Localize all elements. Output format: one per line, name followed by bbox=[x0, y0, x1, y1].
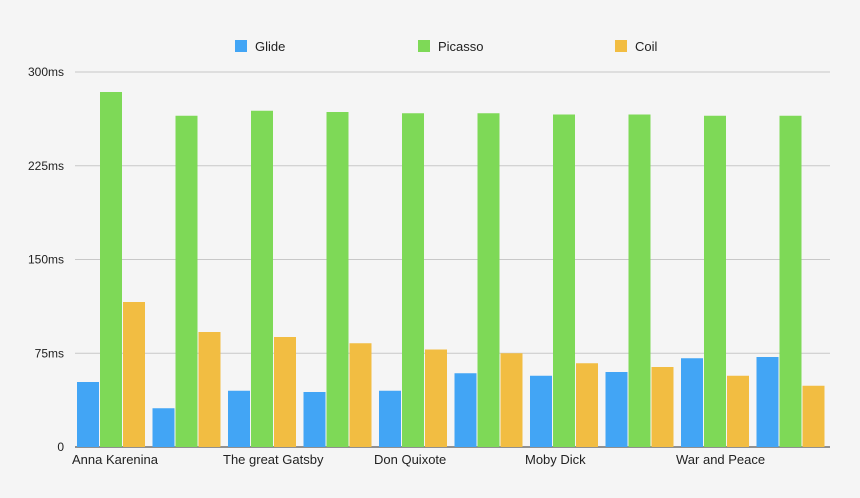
bar-coil bbox=[576, 363, 598, 447]
bar-group bbox=[303, 112, 372, 447]
bar-coil bbox=[274, 337, 296, 447]
bar-glide bbox=[681, 358, 703, 447]
bar-group bbox=[228, 110, 296, 447]
bar-coil bbox=[727, 375, 749, 447]
legend-swatch bbox=[615, 40, 627, 52]
bar-coil bbox=[123, 302, 145, 447]
bar-group bbox=[77, 92, 145, 447]
bar-picasso bbox=[628, 114, 651, 447]
bar-glide bbox=[228, 390, 250, 447]
bar-picasso bbox=[175, 115, 198, 447]
bar-glide bbox=[454, 373, 477, 447]
bar-coil bbox=[425, 349, 447, 447]
bar-group bbox=[530, 114, 598, 447]
legend: Glide Picasso Coil bbox=[235, 39, 658, 54]
legend-swatch bbox=[418, 40, 430, 52]
bar-coil bbox=[651, 367, 674, 447]
bar-picasso bbox=[477, 113, 500, 447]
bar-glide bbox=[605, 372, 628, 447]
bar-group bbox=[605, 114, 674, 447]
bar-coil bbox=[349, 343, 372, 447]
bar-coil bbox=[198, 332, 221, 447]
x-tick-label: The great Gatsby bbox=[223, 452, 324, 467]
y-axis-ticks: 0 75ms 150ms 225ms 300ms bbox=[28, 65, 64, 454]
bar-glide bbox=[379, 390, 401, 447]
legend-item-picasso: Picasso bbox=[418, 39, 484, 54]
legend-item-glide: Glide bbox=[235, 39, 285, 54]
bar-group bbox=[152, 115, 221, 447]
bar-glide bbox=[303, 392, 326, 447]
bar-picasso bbox=[704, 115, 726, 447]
bar-glide bbox=[77, 382, 99, 447]
legend-item-coil: Coil bbox=[615, 39, 658, 54]
legend-label: Coil bbox=[635, 39, 658, 54]
bar-coil bbox=[802, 385, 825, 447]
bar-glide bbox=[152, 408, 175, 447]
x-tick-label: Moby Dick bbox=[525, 452, 586, 467]
bar-picasso bbox=[326, 112, 349, 447]
bar-group bbox=[454, 113, 523, 447]
legend-label: Glide bbox=[255, 39, 285, 54]
x-axis-labels: Anna Karenina The great Gatsby Don Quixote… bbox=[72, 452, 765, 467]
x-tick-label: Anna Karenina bbox=[72, 452, 159, 467]
y-tick-label: 225ms bbox=[28, 159, 64, 173]
bar-coil bbox=[500, 353, 523, 447]
bar-picasso bbox=[402, 113, 424, 447]
y-tick-label: 150ms bbox=[28, 253, 64, 267]
bar-picasso bbox=[553, 114, 575, 447]
bar-group bbox=[379, 113, 447, 447]
bar-picasso bbox=[779, 115, 802, 447]
y-tick-label: 75ms bbox=[35, 346, 64, 360]
bar-glide bbox=[756, 357, 779, 447]
legend-label: Picasso bbox=[438, 39, 484, 54]
x-tick-label: Don Quixote bbox=[374, 452, 446, 467]
x-tick-label: War and Peace bbox=[676, 452, 765, 467]
y-tick-label: 300ms bbox=[28, 65, 64, 79]
legend-swatch bbox=[235, 40, 247, 52]
bar-glide bbox=[530, 375, 552, 447]
bars bbox=[77, 92, 825, 447]
bar-group bbox=[681, 115, 749, 447]
y-tick-label: 0 bbox=[57, 440, 64, 454]
bar-picasso bbox=[251, 110, 273, 447]
bar-picasso bbox=[100, 92, 122, 447]
bar-group bbox=[756, 115, 825, 447]
